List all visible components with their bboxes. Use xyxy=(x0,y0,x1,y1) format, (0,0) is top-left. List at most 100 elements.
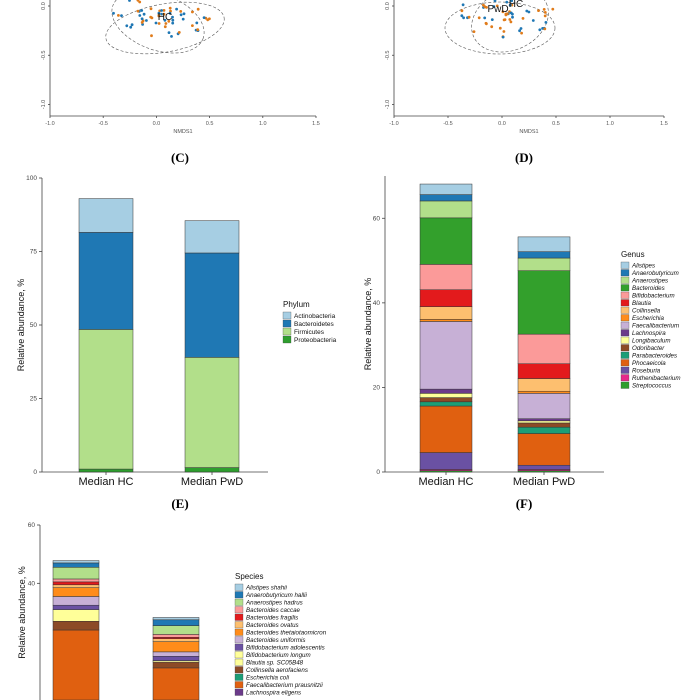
scatter-D-point xyxy=(495,4,499,8)
scatter-C-point xyxy=(163,25,167,29)
bar-F-y-tick-label: 0 xyxy=(376,469,380,476)
scatter-C-point xyxy=(175,7,179,11)
panel-label-d: (D) xyxy=(515,150,533,165)
bar-F-legend-swatch xyxy=(620,321,630,329)
bar-G-segment xyxy=(152,656,200,661)
scatter-C-point xyxy=(112,11,115,15)
scatter-D-point xyxy=(525,9,529,13)
bar-G-legend-label: Bifidobacterium longum xyxy=(246,652,311,659)
bar-F-segment xyxy=(517,393,571,419)
bar-G-segment xyxy=(152,638,200,642)
bar-E-segment xyxy=(184,252,240,358)
bar-E-legend-swatch xyxy=(282,319,292,328)
bar-E-segment xyxy=(184,467,240,473)
bar-E-legend-swatch xyxy=(282,311,292,320)
scatter-C-point xyxy=(160,12,164,16)
scatter-D-group-label: PwD xyxy=(487,4,508,15)
bar-G-segment xyxy=(152,651,200,657)
bar-G-legend-swatch xyxy=(234,643,244,651)
bar-G-legend-label: Lachnospira eligens xyxy=(246,690,301,697)
bar-G-segment xyxy=(152,641,200,653)
scatter-C-point xyxy=(208,17,211,21)
scatter-C-point xyxy=(177,31,181,34)
scatter-C-point xyxy=(142,12,146,16)
bar-G-segment xyxy=(152,617,200,621)
bar-F-legend-label: Parabacteroides xyxy=(632,353,677,360)
bar-G-legend-swatch xyxy=(234,673,244,681)
scatter-D-point xyxy=(521,17,525,20)
bar-E-category-label: Median HC xyxy=(78,476,133,488)
bar-E-y-tick-label: 0 xyxy=(33,469,37,476)
bar-F-legend-label: Ruthenibacterium xyxy=(632,375,681,382)
bar-G-legend-swatch xyxy=(234,666,244,674)
bar-F-segment xyxy=(517,464,571,470)
bar-F-segment xyxy=(517,270,571,335)
bar-E-y-tick-label: 50 xyxy=(30,322,38,329)
bar-G-segment xyxy=(152,661,200,669)
scatter-D-y-tick-label: -0.5 xyxy=(385,51,391,60)
bar-E-segment xyxy=(78,329,134,470)
scatter-C-point xyxy=(191,10,194,14)
bar-G-legend-label: Bacteroides thetaiotaomicron xyxy=(246,630,327,637)
scatter-D-point xyxy=(544,21,548,24)
scatter-D-point xyxy=(538,28,542,32)
bar-G-segment xyxy=(152,625,200,635)
scatter-D-point xyxy=(492,5,496,8)
scatter-D-x-tick-label: -1.0 xyxy=(389,121,398,127)
scatter-C-point xyxy=(191,24,194,27)
bar-F-legend-label: Faecalibacterium xyxy=(632,323,679,330)
scatter-D-point xyxy=(501,10,505,14)
bar-G-legend-swatch xyxy=(234,688,244,696)
scatter-D-point xyxy=(483,16,487,20)
scatter-D-point xyxy=(461,3,465,7)
bar-G-legend-swatch xyxy=(234,598,244,606)
bar-F-segment xyxy=(419,183,473,195)
scatter-C-y-tick-label: -1.0 xyxy=(41,100,47,109)
bar-G-legend-label: Bacteroides ovatus xyxy=(246,622,299,629)
bar-F-legend-label: Odoribacter xyxy=(632,345,665,352)
bar-G-legend-swatch xyxy=(234,621,244,629)
bar-F-legend-swatch xyxy=(620,344,630,352)
bar-F-segment xyxy=(419,264,473,290)
scatter-D-point xyxy=(543,14,547,18)
scatter-C-point xyxy=(171,21,175,25)
scatter-C-x-tick-label: -0.5 xyxy=(98,121,107,127)
bar-E-segment xyxy=(78,468,134,473)
scatter-D-point xyxy=(472,30,476,33)
bar-G-segment xyxy=(52,567,100,580)
bar-G-segment xyxy=(152,619,200,626)
bar-F-segment xyxy=(517,433,571,466)
bar-F-y-tick-label: 40 xyxy=(373,300,381,307)
scatter-C-point xyxy=(162,9,166,12)
bar-G-legend-label: Anaerostipes hadrus xyxy=(245,600,303,607)
bar-F-legend-label: Bacteroides xyxy=(632,285,665,292)
bar-G-segment xyxy=(152,667,200,700)
scatter-C-point xyxy=(136,0,140,2)
bar-G-legend-swatch xyxy=(234,591,244,599)
bar-F-segment xyxy=(419,200,473,219)
scatter-C-point xyxy=(130,23,134,27)
bar-E-legend-label: Bacteroidetes xyxy=(294,321,334,328)
scatter-C-point xyxy=(171,18,175,22)
bar-E-legend-label: Actinobacteria xyxy=(294,313,336,320)
scatter-C-x-tick-label: 1.5 xyxy=(312,121,320,127)
bar-F-legend-swatch xyxy=(620,329,630,337)
bar-G-legend-label: Collinsella aerofaciens xyxy=(246,667,308,674)
scatter-D-point xyxy=(485,22,488,26)
bar-F-segment xyxy=(419,194,473,202)
scatter-D-x-tick-label: -0.5 xyxy=(443,121,452,127)
bar-F-legend-swatch xyxy=(620,306,630,314)
scatter-D-point xyxy=(477,16,481,20)
scatter-C-point xyxy=(169,9,172,13)
scatter-C-point xyxy=(162,12,166,16)
bar-F-segment xyxy=(419,319,473,322)
scatter-C-point xyxy=(140,17,144,21)
bar-E-segment xyxy=(184,220,240,254)
scatter-C-point xyxy=(163,18,167,22)
scatter-C-point xyxy=(138,0,142,4)
bar-F-legend-swatch xyxy=(620,336,630,344)
scatter-C-point xyxy=(171,15,174,19)
scatter-C-point xyxy=(196,7,200,11)
bar-F-legend-label: Blautia xyxy=(632,300,651,307)
